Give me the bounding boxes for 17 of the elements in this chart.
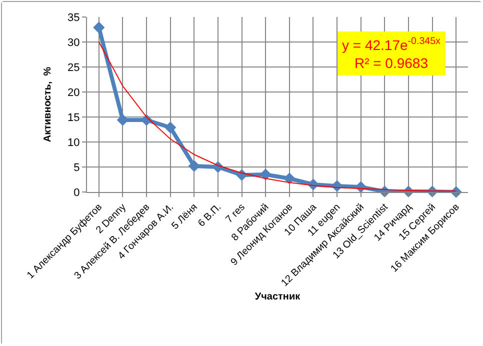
annotation: y = 42.17e$^{-0.345x}$ [342,36,441,53]
y-tick-label: 30 [68,36,80,49]
point [260,168,272,180]
y-tick-label: 15 [68,112,80,124]
y-tick-label: 35 [68,12,80,24]
point [93,22,105,34]
x-tick-label: 6 В.П. [196,202,224,230]
point [164,122,176,134]
y-tick-label: 10 [68,136,80,149]
y-tick-label: 25 [68,62,80,74]
y-tick-label: 5 [74,162,80,174]
y-tick-label: 0 [74,186,80,199]
point [284,172,296,184]
annotation: R² = 0.9683 [354,55,428,72]
y-axis-title: Активность, % [42,66,54,142]
x-axis-title: Участник [254,291,302,302]
y-tick-label: 20 [68,86,80,99]
